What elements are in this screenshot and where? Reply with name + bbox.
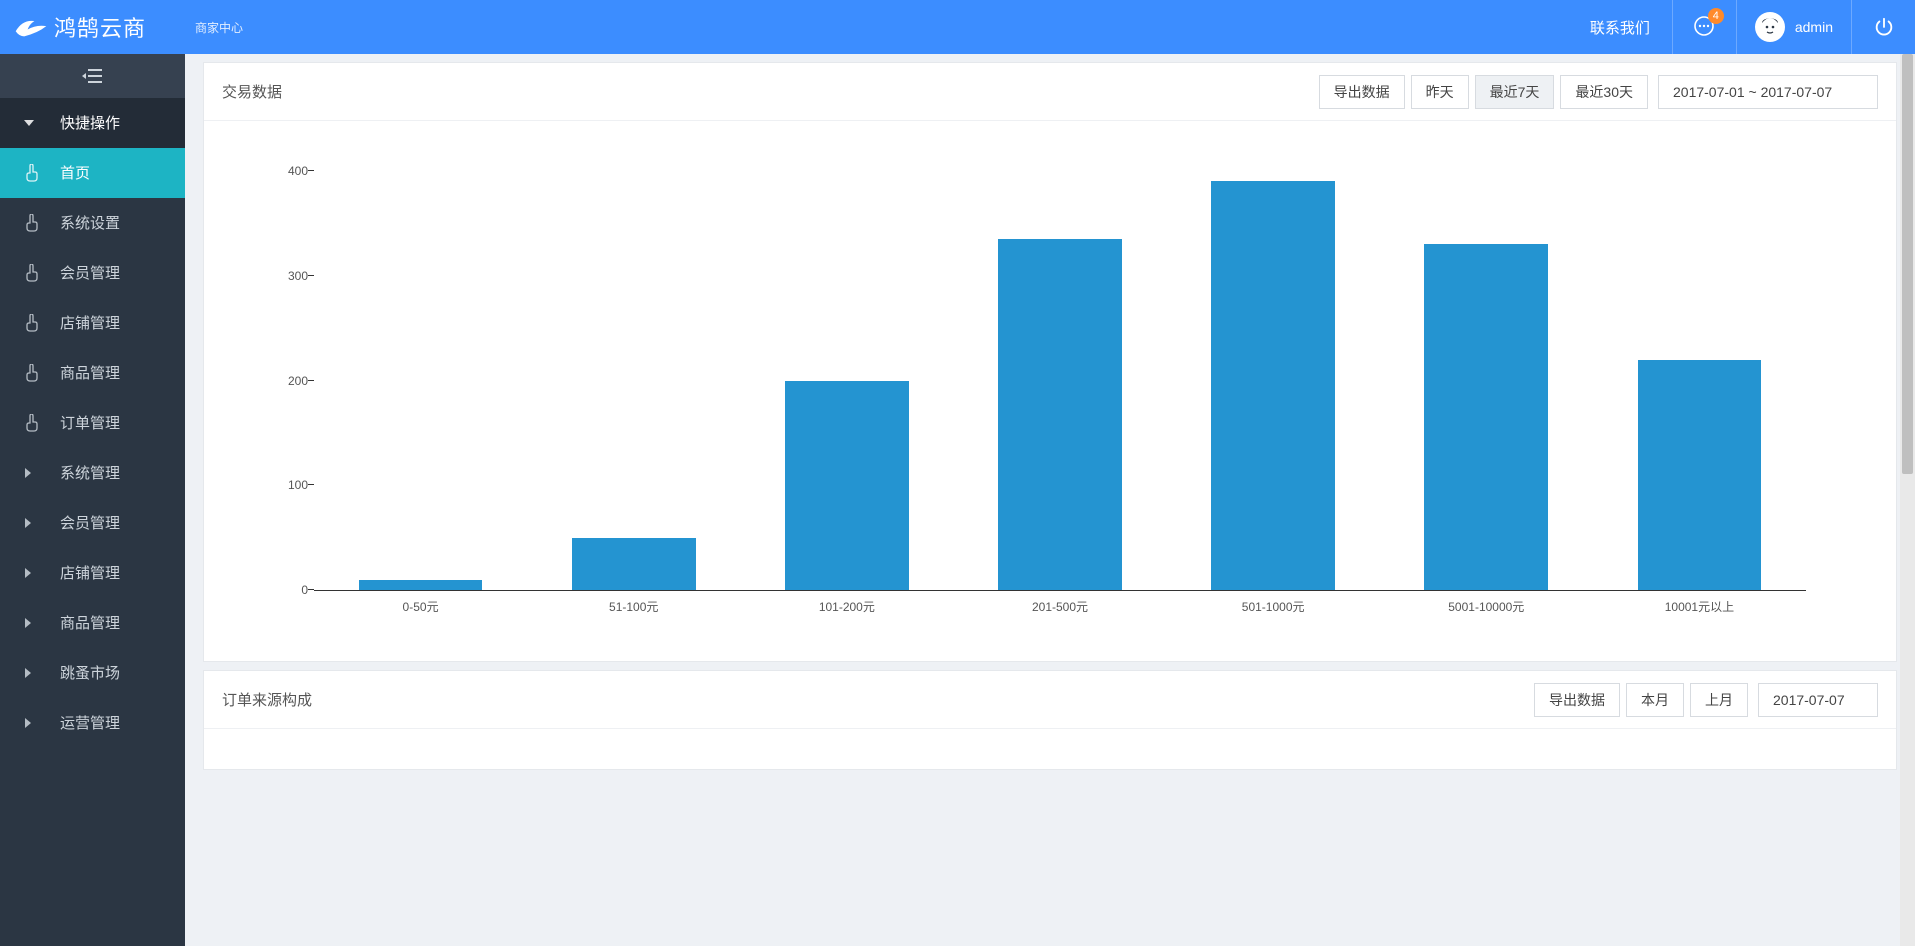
topbar: 鸿鹄云商 商家中心 联系我们 4 admin (0, 0, 1915, 54)
x-label: 51-100元 (609, 598, 658, 615)
sidebar-item-5[interactable]: 订单管理 (0, 398, 185, 448)
username: admin (1795, 19, 1833, 35)
sidebar-item-4[interactable]: 商品管理 (0, 348, 185, 398)
y-tick: 300 (274, 269, 308, 283)
sidebar-item-0[interactable]: 首页 (0, 148, 185, 198)
chart-bar (359, 580, 483, 590)
date-range-input[interactable]: 2017-07-01 ~ 2017-07-07 (1658, 75, 1878, 109)
panel-transaction-head: 交易数据 导出数据 昨天 最近7天 最近30天 2017-07-01 ~ 201… (204, 63, 1896, 121)
chart-bar (1638, 360, 1762, 590)
export-button[interactable]: 导出数据 (1534, 683, 1620, 717)
power-icon (1873, 16, 1895, 38)
sidebar-item-label: 系统管理 (60, 462, 120, 483)
app-root: 鸿鹄云商 商家中心 联系我们 4 admin (0, 0, 1915, 946)
range-7days[interactable]: 最近7天 (1475, 75, 1555, 109)
caret-right-icon (24, 468, 50, 478)
x-label: 10001元以上 (1665, 598, 1734, 615)
sidebar-item-3[interactable]: 店铺管理 (0, 298, 185, 348)
sidebar-item-label: 系统设置 (60, 212, 120, 233)
logo-block[interactable]: 鸿鹄云商 (0, 11, 185, 43)
panel-order-source: 订单来源构成 导出数据 本月 上月 2017-07-07 (203, 670, 1897, 770)
sidebar-item-label: 订单管理 (60, 412, 120, 433)
caret-right-icon (24, 668, 50, 678)
range-yesterday[interactable]: 昨天 (1411, 75, 1469, 109)
scrollbar-thumb[interactable] (1902, 54, 1913, 474)
x-label: 101-200元 (819, 598, 875, 615)
scrollbar[interactable] (1900, 54, 1915, 946)
logo-text: 鸿鹄云商 (54, 11, 146, 43)
x-label: 5001-10000元 (1448, 598, 1524, 615)
avatar-icon (1758, 15, 1782, 39)
sidebar-group-4[interactable]: 跳蚤市场 (0, 648, 185, 698)
panel-transaction: 交易数据 导出数据 昨天 最近7天 最近30天 2017-07-01 ~ 201… (203, 62, 1897, 662)
y-tick: 400 (274, 164, 308, 178)
chart-bar (1424, 244, 1548, 590)
sidebar-header-label: 快捷操作 (60, 112, 120, 133)
chart-bar (1211, 181, 1335, 590)
hand-pointer-icon (24, 364, 50, 382)
range-30days[interactable]: 最近30天 (1560, 75, 1648, 109)
y-tick: 0 (274, 583, 308, 597)
sidebar: 快捷操作 首页系统设置会员管理店铺管理商品管理订单管理 系统管理会员管理店铺管理… (0, 54, 185, 946)
sidebar-group-3[interactable]: 商品管理 (0, 598, 185, 648)
chart-bar (572, 538, 696, 590)
notif-badge: 4 (1708, 8, 1724, 24)
date-input[interactable]: 2017-07-07 (1758, 683, 1878, 717)
sidebar-item-label: 商品管理 (60, 612, 120, 633)
panel-order-source-head: 订单来源构成 导出数据 本月 上月 2017-07-07 (204, 671, 1896, 729)
panel-title: 交易数据 (222, 81, 282, 102)
range-this-month[interactable]: 本月 (1626, 683, 1684, 717)
caret-right-icon (24, 618, 50, 628)
messages-button[interactable]: 4 (1672, 0, 1736, 54)
avatar (1755, 12, 1785, 42)
export-button[interactable]: 导出数据 (1319, 75, 1405, 109)
x-label: 501-1000元 (1242, 598, 1305, 615)
sidebar-group-5[interactable]: 运营管理 (0, 698, 185, 748)
chart-bar (785, 381, 909, 591)
panel-transaction-body: 0 100 200 300 400 0-50元 51-100元 101-200元 201-500… (204, 121, 1896, 661)
sidebar-item-label: 店铺管理 (60, 312, 120, 333)
sidebar-item-label: 会员管理 (60, 262, 120, 283)
user-menu[interactable]: admin (1736, 0, 1851, 54)
hand-pointer-icon (24, 414, 50, 432)
main-content: 交易数据 导出数据 昨天 最近7天 最近30天 2017-07-01 ~ 201… (185, 54, 1915, 946)
hand-pointer-icon (24, 164, 50, 182)
sidebar-item-label: 运营管理 (60, 712, 120, 733)
sidebar-item-label: 商品管理 (60, 362, 120, 383)
x-label: 0-50元 (403, 598, 439, 615)
power-button[interactable] (1851, 0, 1915, 54)
hand-pointer-icon (24, 314, 50, 332)
logo-subtitle: 商家中心 (195, 19, 243, 36)
bar-chart: 0 100 200 300 400 0-50元 51-100元 101-200元 201-500… (254, 161, 1846, 631)
caret-right-icon (24, 518, 50, 528)
hand-pointer-icon (24, 214, 50, 232)
panel-title: 订单来源构成 (222, 689, 312, 710)
caret-down-icon (24, 118, 50, 128)
sidebar-group-1[interactable]: 会员管理 (0, 498, 185, 548)
sidebar-item-1[interactable]: 系统设置 (0, 198, 185, 248)
sidebar-header-quick[interactable]: 快捷操作 (0, 98, 185, 148)
sidebar-toggle[interactable] (0, 54, 185, 98)
caret-right-icon (24, 568, 50, 578)
sidebar-item-label: 店铺管理 (60, 562, 120, 583)
y-tick: 100 (274, 478, 308, 492)
sidebar-item-2[interactable]: 会员管理 (0, 248, 185, 298)
chart-bar (998, 239, 1122, 590)
caret-right-icon (24, 718, 50, 728)
sidebar-item-label: 会员管理 (60, 512, 120, 533)
x-label: 201-500元 (1032, 598, 1088, 615)
y-tick: 200 (274, 374, 308, 388)
sidebar-item-label: 跳蚤市场 (60, 662, 120, 683)
wing-logo-icon (14, 14, 48, 40)
range-last-month[interactable]: 上月 (1690, 683, 1748, 717)
menu-collapse-icon (82, 68, 104, 84)
hand-pointer-icon (24, 264, 50, 282)
sidebar-group-2[interactable]: 店铺管理 (0, 548, 185, 598)
sidebar-group-0[interactable]: 系统管理 (0, 448, 185, 498)
sidebar-item-label: 首页 (60, 162, 90, 183)
contact-link[interactable]: 联系我们 (1567, 0, 1672, 54)
